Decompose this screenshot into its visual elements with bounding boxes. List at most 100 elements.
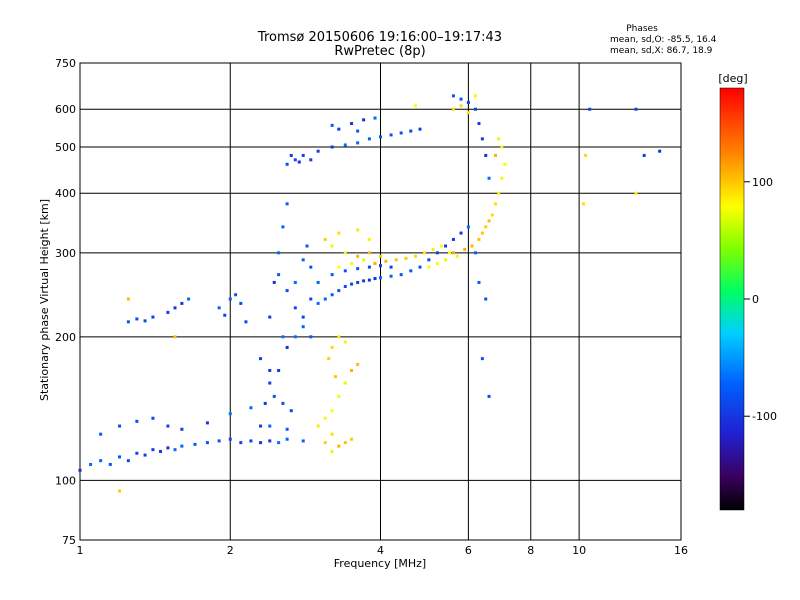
data-point <box>367 265 371 269</box>
data-point <box>451 251 455 255</box>
data-point <box>356 362 360 366</box>
data-point <box>466 225 470 229</box>
y-axis-label: Stationary phase Virtual Height [km] <box>38 199 51 401</box>
data-point <box>309 158 313 162</box>
data-point <box>463 247 467 251</box>
data-point <box>356 228 360 232</box>
data-point <box>323 237 327 241</box>
plot-area: 1 2 4 6 8 10 16 75 100 200 300 400 500 600 750 <box>55 57 688 557</box>
data-point <box>289 409 293 413</box>
data-point <box>99 432 103 436</box>
data-point <box>135 317 139 321</box>
data-point <box>588 107 592 111</box>
chart-title: Tromsø 20150606 19:16:00–19:17:43 <box>257 30 502 45</box>
data-point <box>293 280 297 284</box>
data-point <box>244 320 248 324</box>
data-point <box>166 446 170 450</box>
data-point <box>350 282 354 286</box>
data-point <box>118 489 122 493</box>
colorbar <box>719 87 745 511</box>
data-point <box>309 265 313 269</box>
data-point <box>500 145 504 149</box>
x-tick-label: 2 <box>227 544 234 557</box>
data-point <box>268 424 272 428</box>
y-tick-label: 750 <box>55 57 76 70</box>
data-point <box>151 448 155 452</box>
data-point <box>285 437 289 441</box>
data-point <box>427 258 431 262</box>
data-point <box>293 306 297 310</box>
data-point <box>143 453 147 457</box>
data-point <box>173 306 177 310</box>
data-point <box>330 449 334 453</box>
data-point <box>337 289 341 293</box>
data-point <box>658 149 662 153</box>
data-point <box>268 368 272 372</box>
y-tick-labels: 75 100 200 300 400 500 600 750 <box>55 57 76 547</box>
data-point <box>309 297 313 301</box>
data-point <box>272 280 276 284</box>
data-point <box>277 273 281 277</box>
data-point <box>330 273 334 277</box>
data-point <box>356 254 360 258</box>
data-point <box>337 231 341 235</box>
data-point <box>316 301 320 305</box>
data-point <box>309 335 313 339</box>
data-point <box>293 158 297 162</box>
data-point <box>480 231 484 235</box>
y-tick-label: 75 <box>62 534 76 547</box>
data-point <box>473 94 477 98</box>
data-point <box>259 424 263 428</box>
x-axis-label: Frequency [MHz] <box>334 557 426 570</box>
data-point <box>373 261 377 265</box>
data-point <box>350 261 354 265</box>
data-point <box>217 306 221 310</box>
data-point <box>367 251 371 255</box>
data-point <box>373 277 377 281</box>
data-point <box>228 437 232 441</box>
data-point <box>135 451 139 455</box>
data-point <box>277 251 281 255</box>
data-point <box>399 273 403 277</box>
data-point <box>126 320 130 324</box>
data-point <box>384 259 388 263</box>
data-point <box>223 313 227 317</box>
data-point <box>459 104 463 108</box>
data-point <box>239 441 243 445</box>
data-point <box>126 459 130 463</box>
x-tick-label: 1 <box>77 544 84 557</box>
data-point <box>205 441 209 445</box>
data-point <box>343 251 347 255</box>
data-point <box>297 160 301 164</box>
data-point <box>166 424 170 428</box>
data-point <box>477 280 481 284</box>
data-point <box>379 135 382 139</box>
data-point <box>473 107 477 111</box>
chart-subtitle: RwPretec (8p) <box>334 44 425 59</box>
data-point <box>448 251 452 255</box>
data-point <box>126 297 130 301</box>
colorbar-tick-label: 100 <box>752 176 773 189</box>
data-point <box>323 297 327 301</box>
data-point <box>173 335 177 339</box>
data-point <box>343 284 347 288</box>
colorbar-tick-label: -100 <box>752 410 777 423</box>
data-point <box>205 421 209 425</box>
data-points <box>78 94 662 493</box>
data-point <box>350 122 354 126</box>
data-point <box>435 251 439 255</box>
data-point <box>327 357 331 361</box>
stats-line-x: mean, sd,X: 86.7, 18.9 <box>610 46 713 56</box>
x-tick-label: 10 <box>572 544 586 557</box>
data-point <box>413 254 417 258</box>
data-point <box>89 462 93 466</box>
data-point <box>301 315 305 319</box>
data-point <box>350 437 354 441</box>
data-point <box>466 100 470 104</box>
data-point <box>367 237 371 241</box>
data-point <box>484 297 488 301</box>
data-point <box>466 111 470 115</box>
data-point <box>285 202 289 206</box>
data-point <box>350 368 354 372</box>
